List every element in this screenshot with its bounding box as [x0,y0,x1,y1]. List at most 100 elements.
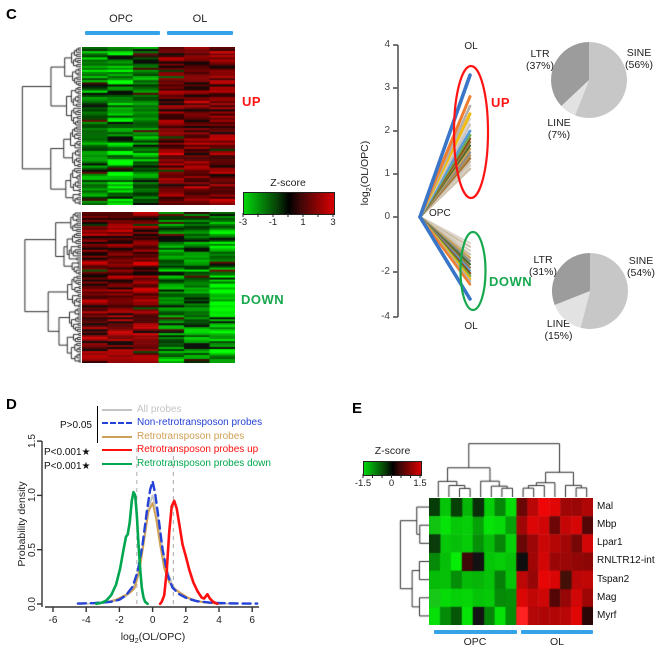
pie-down-line-label: LINE (15%) [544,318,573,342]
group-label-opc-e: OPC [463,636,487,648]
fan-line [418,215,472,252]
opc-group-bar [85,31,160,35]
fan-line [418,215,472,263]
legend-item-2: Retrotransposon probes [137,430,245,442]
fan-line [418,144,472,219]
fan-y-tick-label: 1 [384,168,390,179]
density-curve [78,494,237,605]
gene-label-3: RNLTR12-int [597,555,655,567]
pie-up-line-label: LINE (7%) [547,117,571,141]
heatmap-up-canvas [82,47,235,205]
up-cluster-label: UP [242,94,262,109]
gene-label-5: Mag [597,591,617,603]
colorbar-c-label: -3 [238,217,248,228]
panel-e-label: E [352,400,363,417]
fan-line [418,215,472,278]
fan-line [418,104,472,219]
fan-line [418,140,472,219]
fan-line [418,215,472,256]
fan-y-tick-label: -2 [381,266,390,277]
fan-y-tick-label: 3 [384,82,390,93]
colorbar-title-e: Z-score [374,445,411,457]
fan-line [418,215,472,286]
group-label-ol: OL [192,13,208,25]
fan-line [418,123,472,219]
density-y-tick-label: 0.5 [27,542,38,557]
fan-line [418,117,472,219]
legend-item-3: Retrotransposon probes up [137,444,259,456]
fan-line [418,215,472,266]
pie-up-slice-line [561,80,589,116]
column-dendrogram-e [433,440,592,497]
fan-line [418,215,472,301]
fan-line [418,112,472,219]
colorbar-e-label: -1.5 [354,478,372,489]
down-cluster-label: DOWN [241,292,285,307]
row-dendrogram-e [398,498,429,625]
fan-line [418,215,472,283]
density-curve [158,499,219,606]
density-x-tick-label: -6 [48,615,58,626]
density-curve [94,490,149,606]
density-x-tick-label: 6 [249,615,255,626]
legend-line-3 [102,449,132,452]
down-ellipse [459,230,487,312]
pie-up-sine-label: SINE (56%) [624,47,653,71]
fan-y-tick-label: 2 [384,125,390,136]
ol-group-bar [167,31,233,35]
legend-line-0 [102,409,132,411]
legend-line-1 [102,422,132,425]
gene-label-2: Lpar1 [597,537,623,549]
density-y-tick-label: 1.0 [27,488,38,503]
fan-line [418,215,472,272]
gene-label-6: Myrf [597,609,617,621]
ol-group-bar-e [521,630,593,634]
fan-line [418,133,472,219]
colorbar-c-label: -1 [268,217,278,228]
dendrogram-down [20,212,81,363]
legend-item-1: Non-retrotransposon probes [137,417,263,429]
density-y-axis-label: Probability density [16,481,28,567]
colorbar-c-label: 3 [330,217,336,228]
panel-d-label: D [6,396,17,413]
density-x-axis-label: log2(OL/OPC) [120,631,186,646]
group-label-opc: OPC [109,13,133,25]
pie-up-ltr-label: LTR (37%) [525,48,554,72]
up-ellipse [452,64,490,200]
fan-ol-bottom-label: OL [464,321,478,332]
fan-y-tick-label: -4 [381,311,390,322]
dendrogram-up [20,47,81,205]
fan-up-label: UP [491,95,511,110]
fan-line [418,95,472,219]
pie-down-sine-label: SINE (54%) [626,255,655,279]
density-x-tick-label: -4 [81,615,91,626]
fan-line [418,215,472,259]
opc-group-bar-e [434,630,517,634]
fan-line [418,137,472,219]
density-x-tick-label: 0 [149,615,156,626]
fan-line [418,147,472,219]
fan-line [418,215,472,269]
fan-line [418,73,472,219]
fan-y-tick-label: 4 [384,39,390,50]
fan-opc-label: OPC [429,208,451,219]
legend-item-4: Retrotransposon probes down [137,457,271,469]
density-x-tick-label: 4 [216,615,222,626]
colorbar-c [243,192,335,215]
colorbar-c-label: 1 [300,217,306,228]
density-y-tick-label: 1.5 [27,434,38,449]
gene-label-0: Mal [597,501,614,512]
legend-line-2 [102,435,132,438]
density-curve [76,480,259,605]
density-curve [91,502,224,605]
legend-line-4 [102,462,132,465]
fan-ol-top-label: OL [464,41,478,52]
fan-line [418,215,472,248]
fan-line [418,215,472,245]
colorbar-e-label: 1.5 [413,478,427,489]
gene-label-1: Mbp [597,519,617,531]
heatmap-down-canvas [82,212,235,363]
pvalue-group-label: P>0.05 [60,420,92,431]
density-x-tick-label: 2 [183,615,189,626]
pvalue-bracket [97,406,98,443]
